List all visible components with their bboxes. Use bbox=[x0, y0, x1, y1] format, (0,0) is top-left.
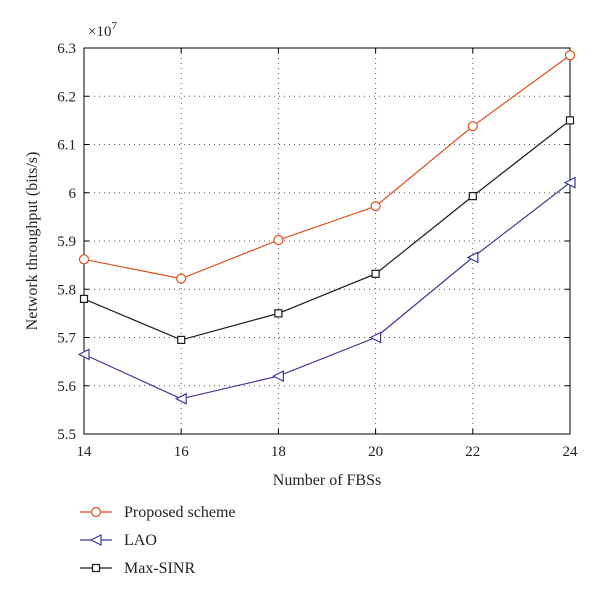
x-tick-label: 14 bbox=[77, 444, 93, 460]
x-tick-label: 22 bbox=[465, 444, 480, 460]
x-tick-label: 18 bbox=[271, 444, 286, 460]
data-point bbox=[272, 370, 284, 383]
legend-marker bbox=[90, 506, 102, 518]
y-tick-label: 6.1 bbox=[57, 138, 76, 154]
y-exponent: 7 bbox=[111, 20, 117, 32]
x-axis-label: Number of FBSs bbox=[273, 472, 381, 489]
x-tick-label: 24 bbox=[563, 444, 579, 460]
y-tick-label: 5.9 bbox=[57, 234, 76, 250]
series-max-sinr bbox=[79, 116, 575, 345]
grid bbox=[84, 48, 570, 434]
x-tick-label: 16 bbox=[174, 444, 190, 460]
data-point bbox=[369, 331, 382, 344]
legend-label: LAO bbox=[124, 532, 157, 549]
data-point bbox=[77, 348, 90, 361]
data-point bbox=[468, 192, 477, 201]
legend-label: Proposed scheme bbox=[124, 504, 236, 521]
series-line bbox=[83, 54, 571, 280]
series-proposed-scheme bbox=[78, 50, 576, 284]
data-point bbox=[565, 116, 575, 125]
y-tick-label: 6.3 bbox=[57, 41, 76, 57]
legend-marker bbox=[91, 563, 101, 573]
series-lao bbox=[77, 176, 576, 405]
data-point bbox=[78, 254, 90, 265]
y-tick-label: 6.2 bbox=[57, 89, 76, 105]
data-point bbox=[466, 251, 479, 264]
y-tick-label: 5.6 bbox=[57, 379, 76, 395]
data-point bbox=[176, 273, 187, 284]
y-axis-label: Network throughput (bits/s) bbox=[24, 152, 41, 331]
legend: Proposed scheme LAO Max-SINR bbox=[80, 504, 236, 577]
data-point bbox=[274, 309, 283, 318]
plot-frame bbox=[83, 47, 571, 435]
data-point bbox=[273, 234, 284, 246]
legend-label: Max-SINR bbox=[124, 560, 195, 577]
legend-marker bbox=[89, 534, 102, 546]
series-line bbox=[83, 119, 571, 341]
data-point bbox=[467, 121, 478, 132]
y-tick-label: 6 bbox=[69, 186, 77, 202]
x-tick-label: 20 bbox=[368, 444, 383, 460]
legend-item: Max-SINR bbox=[80, 560, 195, 577]
data-point bbox=[174, 392, 187, 405]
data-point bbox=[79, 294, 89, 303]
axis-ticks: 14 16 18 20 22 24 5.5 5.6 5.7 5.8 5.9 6 6.1 6.2 6.3 bbox=[57, 41, 578, 460]
y-tick-label: 5.8 bbox=[57, 282, 76, 298]
legend-item: LAO bbox=[80, 532, 157, 549]
data-point bbox=[564, 50, 576, 61]
series-group bbox=[77, 50, 576, 405]
y-exponent-label: ×107 bbox=[88, 20, 117, 40]
data-point bbox=[563, 176, 576, 189]
series-line bbox=[83, 182, 571, 400]
data-point bbox=[177, 335, 186, 345]
data-point bbox=[370, 201, 381, 212]
data-point bbox=[371, 269, 380, 278]
y-tick-label: 5.7 bbox=[57, 331, 76, 347]
legend-item: Proposed scheme bbox=[80, 504, 236, 521]
y-tick-label: 5.5 bbox=[57, 427, 76, 443]
